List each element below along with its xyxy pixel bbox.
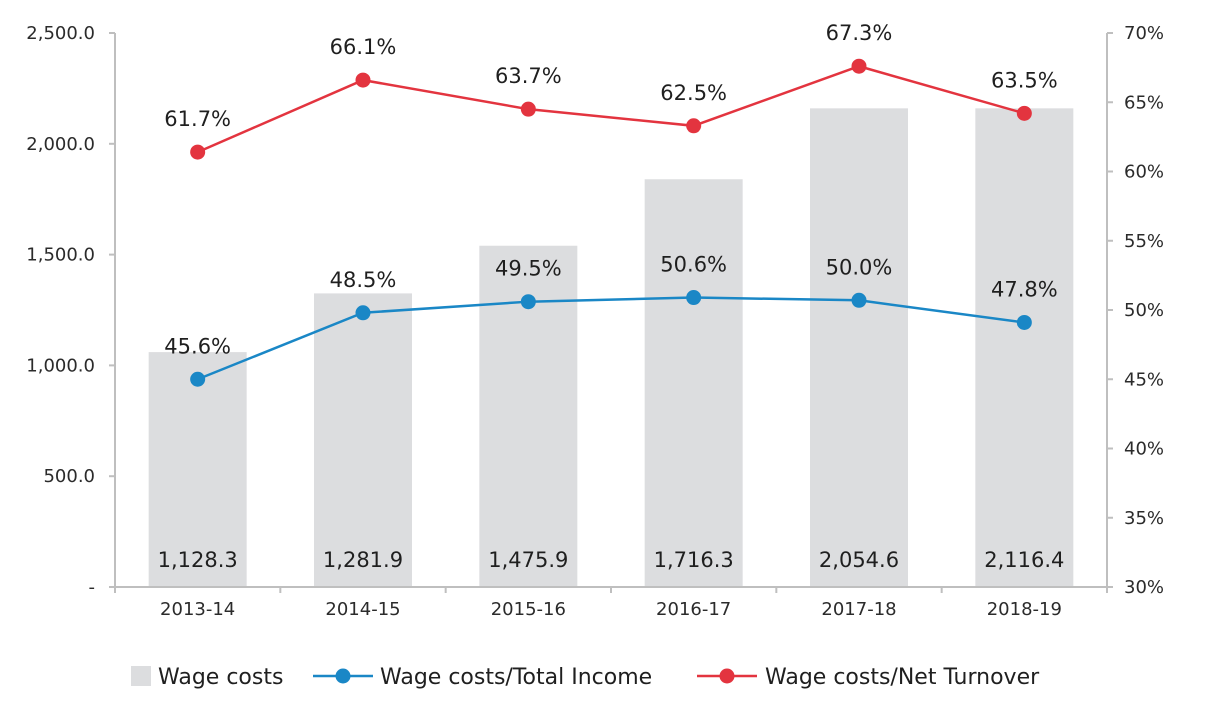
- legend-label: Wage costs: [158, 665, 283, 690]
- series-point-total-income: [190, 371, 206, 387]
- y-right-tick-label: 50%: [1124, 300, 1164, 321]
- x-tick-label: 2014-15: [325, 599, 400, 620]
- bar-value-label: 2,054.6: [819, 548, 899, 572]
- y-right-tick-label: 30%: [1124, 577, 1164, 598]
- legend-swatch-wage-costs: [131, 666, 151, 686]
- data-label: 63.7%: [495, 64, 562, 88]
- data-label: 61.7%: [164, 107, 231, 131]
- y-left-tick-label: 2,500.0: [26, 23, 95, 44]
- data-label: 47.8%: [991, 277, 1058, 301]
- y-left-tick-label: -: [89, 577, 96, 598]
- series-line-net-turnover: [197, 64, 1025, 154]
- series-point-total-income: [520, 294, 536, 310]
- data-label: 49.5%: [495, 257, 562, 281]
- bar-wage-costs-2013-14: [148, 352, 247, 587]
- y-left-tick-label: 1,500.0: [26, 245, 95, 266]
- x-tick-label: 2015-16: [491, 599, 566, 620]
- y-right-tick-label: 65%: [1124, 92, 1164, 113]
- y-right-tick-label: 70%: [1124, 23, 1164, 44]
- y-right-tick-label: 40%: [1124, 439, 1164, 460]
- y-left-tick-label: 2,000.0: [26, 134, 95, 155]
- bar-value-label: 2,116.4: [984, 548, 1064, 572]
- y-left-tick-label: 500.0: [43, 466, 95, 487]
- x-tick-label: 2017-18: [821, 599, 896, 620]
- legend-label: Wage costs/Net Turnover: [765, 665, 1040, 690]
- x-tick-label: 2018-19: [987, 599, 1062, 620]
- series-line-total-income: [197, 296, 1025, 381]
- y-left-tick-label: 1,000.0: [26, 355, 95, 376]
- legend-label: Wage costs/Total Income: [380, 665, 652, 690]
- bar-wage-costs-2016-17: [644, 179, 743, 588]
- y-right-tick-label: 45%: [1124, 369, 1164, 390]
- data-label: 50.0%: [826, 255, 893, 279]
- bar-wage-costs-2018-19: [975, 108, 1074, 588]
- bar-value-label: 1,281.9: [323, 548, 403, 572]
- x-tick-label: 2016-17: [656, 599, 731, 620]
- data-label: 50.6%: [660, 253, 727, 277]
- series-point-total-income: [851, 292, 867, 308]
- data-label: 67.3%: [826, 21, 893, 45]
- bar-value-label: 1,716.3: [654, 548, 734, 572]
- y-right-tick-label: 35%: [1124, 508, 1164, 529]
- bar-wage-costs-2014-15: [314, 293, 412, 587]
- bar-value-label: 1,128.3: [158, 548, 238, 572]
- series-point-total-income: [686, 290, 702, 306]
- y-right-tick-label: 60%: [1124, 162, 1164, 183]
- series-point-net-turnover: [355, 72, 371, 88]
- legend-marker-net-turnover: [719, 668, 735, 684]
- data-label: 45.6%: [164, 334, 231, 358]
- series-point-net-turnover: [1016, 105, 1032, 121]
- bar-wage-costs-2017-18: [810, 108, 908, 588]
- bar-value-label: 1,475.9: [488, 548, 568, 572]
- series-point-net-turnover: [851, 58, 867, 74]
- series-point-total-income: [1016, 314, 1032, 330]
- data-label: 48.5%: [330, 268, 397, 292]
- series-point-net-turnover: [190, 144, 206, 160]
- data-label: 63.5%: [991, 68, 1058, 92]
- data-label: 66.1%: [330, 35, 397, 59]
- series-point-net-turnover: [686, 118, 702, 134]
- x-tick-label: 2013-14: [160, 599, 235, 620]
- legend-marker-total-income: [335, 668, 351, 684]
- series-point-total-income: [355, 305, 371, 321]
- series-point-net-turnover: [520, 101, 536, 117]
- y-right-tick-label: 55%: [1124, 231, 1164, 252]
- data-label: 62.5%: [660, 81, 727, 105]
